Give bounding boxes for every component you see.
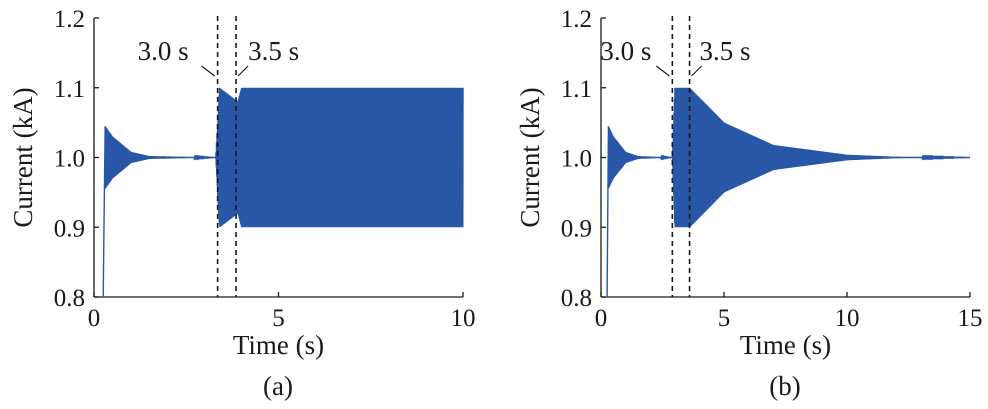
y-tick-label: 1.2: [54, 6, 85, 33]
x-tick-label: 15: [958, 305, 983, 332]
y-axis-label: Current (kA): [8, 87, 38, 227]
y-tick-label: 1.1: [54, 76, 85, 103]
panel-label: (a): [263, 371, 293, 401]
x-axis-label: Time (s): [233, 330, 324, 360]
x-tick-label: 5: [272, 305, 285, 332]
x-tick-label: 5: [718, 305, 731, 332]
x-tick-label: 10: [835, 305, 860, 332]
x-tick-label: 0: [595, 305, 608, 332]
y-tick-label: 0.8: [54, 285, 85, 312]
current-waveform: [102, 87, 464, 298]
x-tick-label: 0: [88, 305, 101, 332]
event-marker-label: 3.0 s: [600, 36, 651, 66]
y-tick-label: 0.9: [54, 215, 85, 242]
event-marker-label: 3.5 s: [700, 36, 751, 66]
event-marker-leader: [237, 65, 249, 77]
event-marker-leader: [201, 65, 215, 77]
y-tick-label: 1.1: [561, 76, 592, 103]
y-tick-label: 1.0: [54, 146, 85, 173]
current-waveform: [606, 87, 970, 298]
event-marker-label: 3.0 s: [138, 36, 189, 66]
x-tick-label: 10: [451, 305, 476, 332]
x-axis-label: Time (s): [740, 330, 831, 360]
y-tick-label: 0.8: [561, 285, 592, 312]
event-marker-label: 3.5 s: [248, 36, 299, 66]
event-marker-leader: [691, 65, 702, 77]
panel-label: (b): [769, 371, 800, 401]
event-marker-leader: [655, 65, 670, 77]
chart-panel-a: 0.8 0.9 1.0 1.1 1.2 0 5 10 Time (s) Current (kA) (…: [8, 6, 476, 401]
y-tick-label: 0.9: [561, 215, 592, 242]
y-axis-label: Current (kA): [515, 87, 545, 227]
y-tick-label: 1.2: [561, 6, 592, 33]
y-tick-label: 1.0: [561, 146, 592, 173]
chart-panel-b: 0.8 0.9 1.0 1.1 1.2 0 5 10 15 Time (s) Current (kA…: [515, 6, 983, 401]
